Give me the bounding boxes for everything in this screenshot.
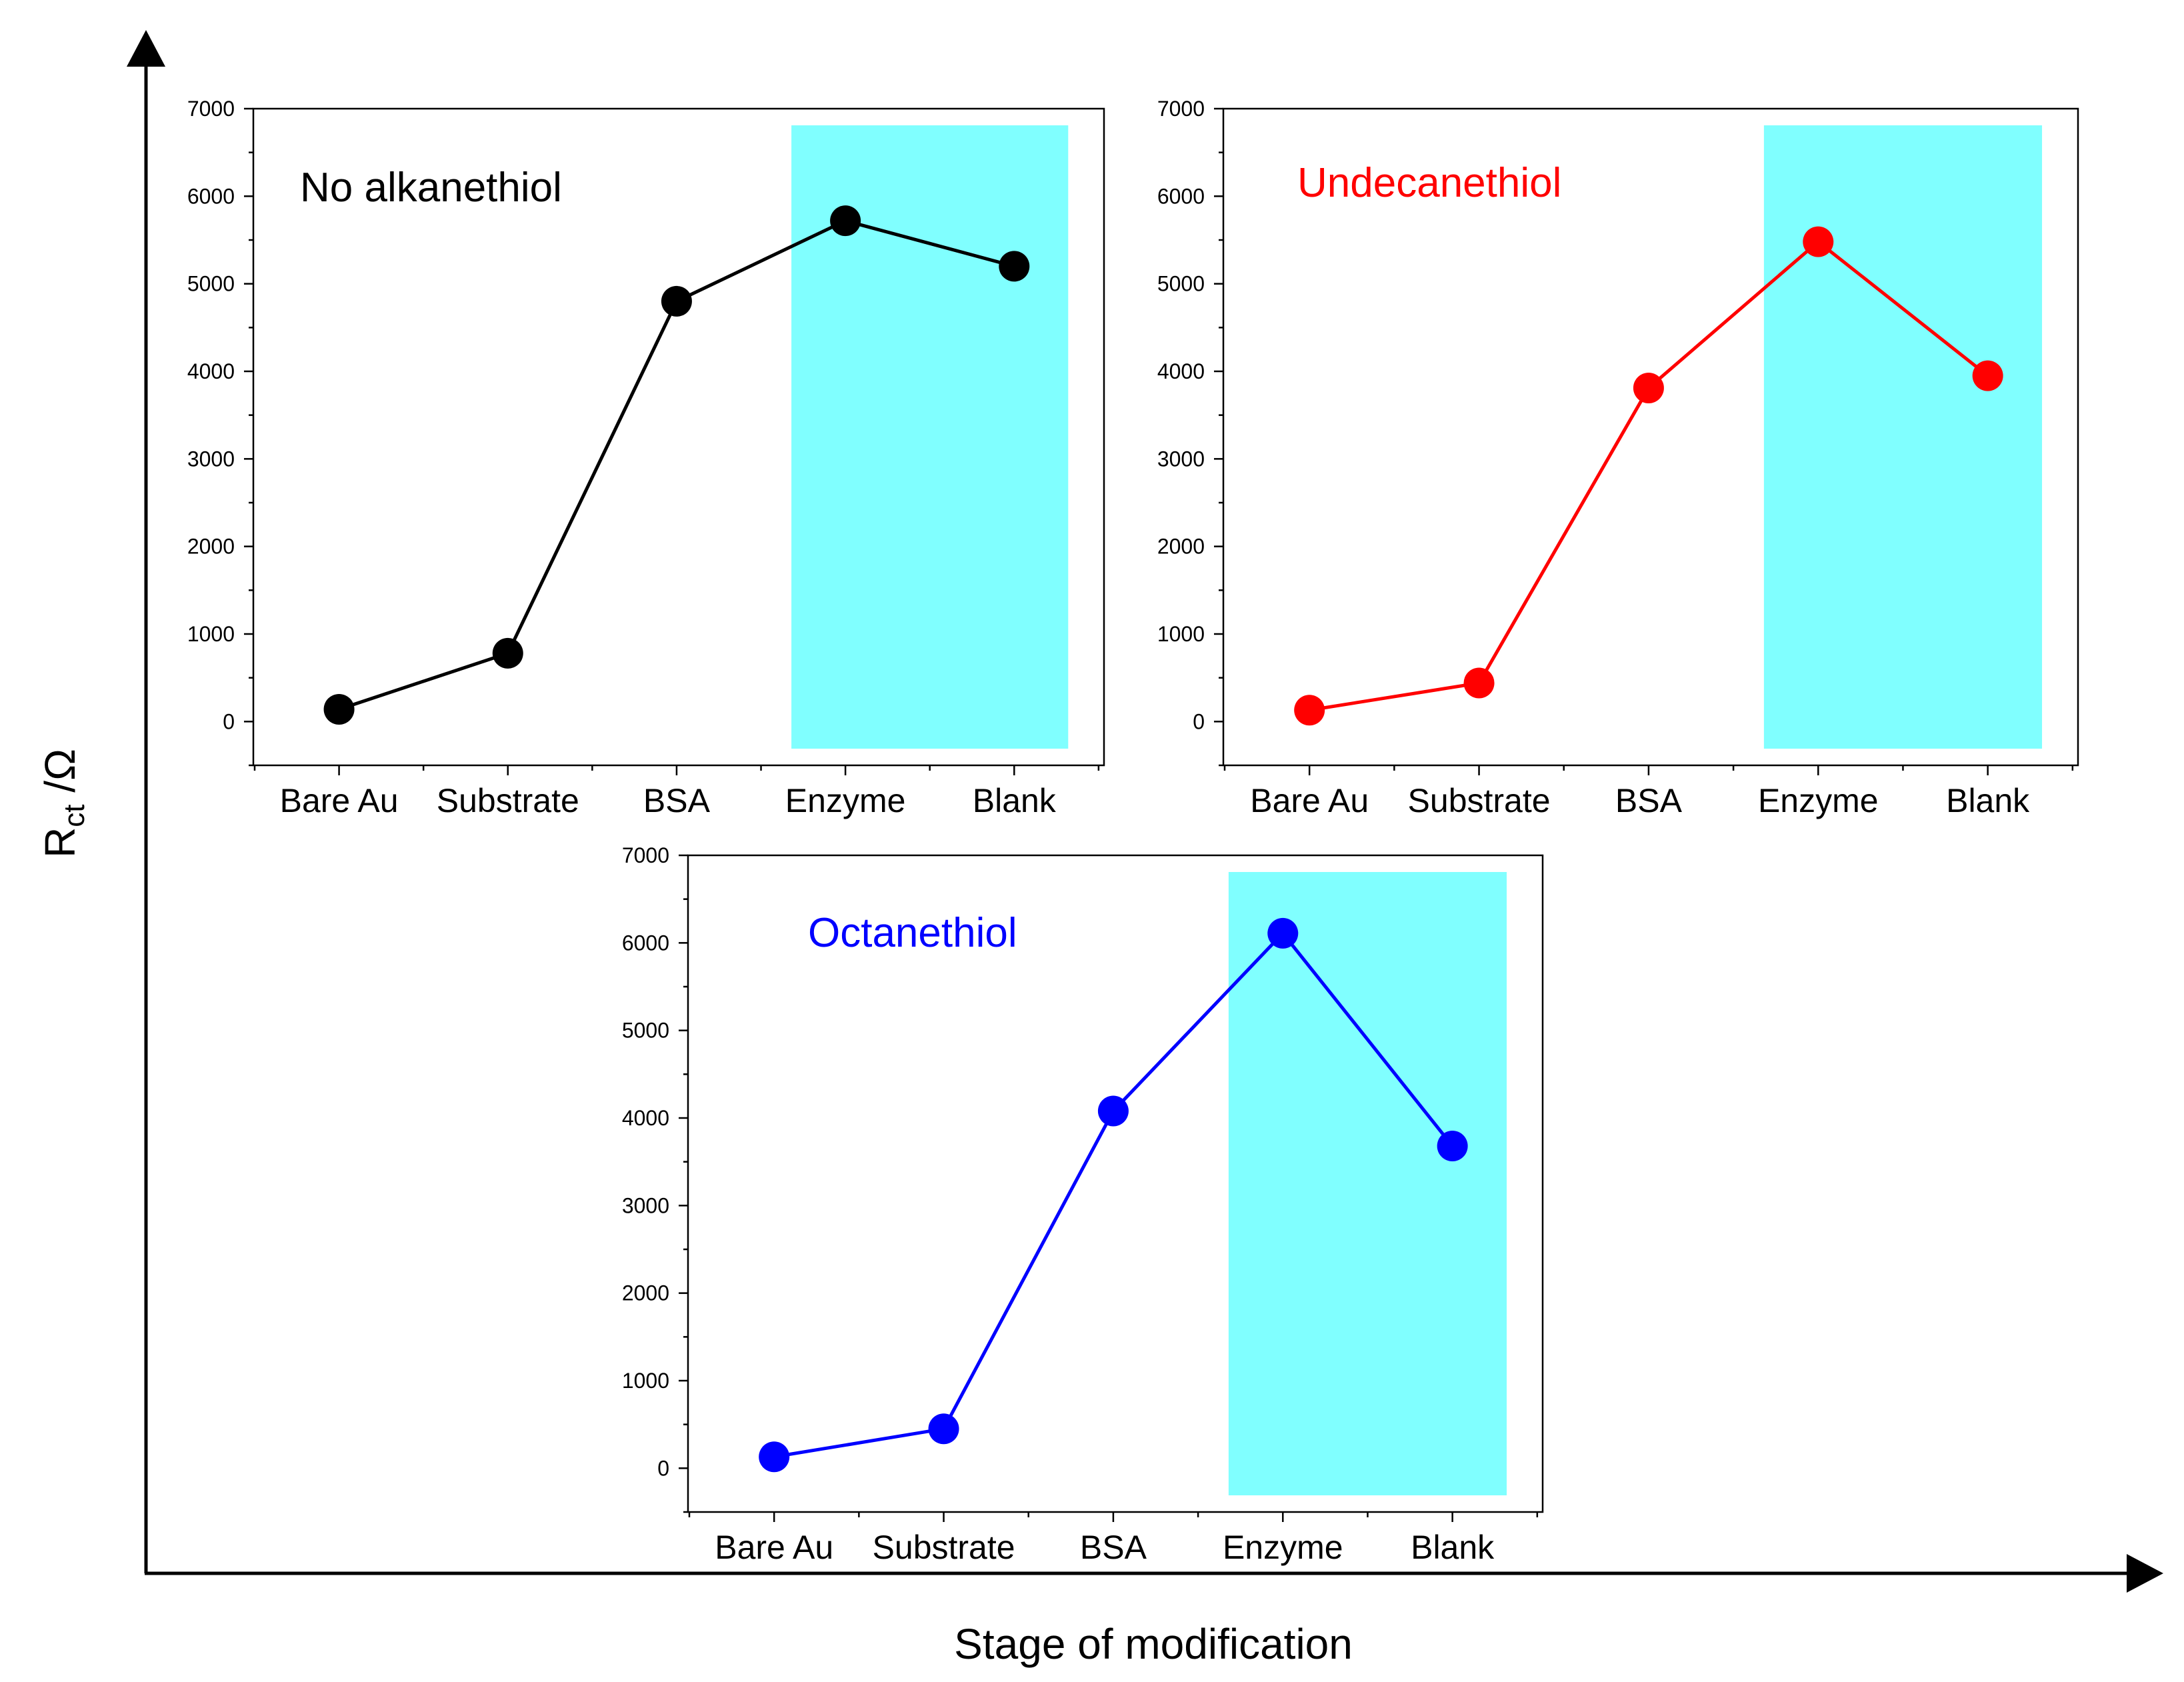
x-tick-label: BSA <box>1615 782 1683 819</box>
y-tick-label: 6000 <box>1157 184 1205 208</box>
y-tick-label: 0 <box>657 1456 669 1480</box>
y-tick-label: 3000 <box>187 447 235 471</box>
y-tick-label: 0 <box>223 709 235 733</box>
highlight-band <box>1763 125 2043 749</box>
x-axis-arrowhead <box>2127 1554 2163 1593</box>
x-tick-label: BSA <box>1080 1529 1147 1566</box>
y-tick-label: 1000 <box>1157 622 1205 646</box>
y-tick-label: 6000 <box>187 184 235 208</box>
plot-frame <box>1222 107 2079 767</box>
y-tick-label: 2000 <box>622 1281 669 1305</box>
data-point-bsa <box>661 285 692 317</box>
y-tick-label: 5000 <box>187 272 235 296</box>
x-tick-label: Substrate <box>437 782 579 819</box>
y-tick-label: 6000 <box>622 931 669 955</box>
y-tick-label: 7000 <box>1157 97 1205 121</box>
panel-title: Octanethiol <box>808 910 1017 956</box>
x-tick-label: Bare Au <box>1250 782 1369 819</box>
y-axis-label: Rct /Ω <box>36 749 91 858</box>
y-tick-label: 4000 <box>622 1106 669 1130</box>
x-tick-label: Blank <box>1946 782 2030 819</box>
y-tick-label: 1000 <box>622 1369 669 1393</box>
y-axis-arrowhead <box>127 30 165 67</box>
data-point-bsa <box>1097 1095 1129 1127</box>
data-point-substrate <box>492 637 523 669</box>
data-point-blank <box>999 251 1030 282</box>
x-axis-label: Stage of modification <box>954 1620 1353 1668</box>
x-tick-label: Enzyme <box>1758 782 1879 819</box>
y-tick-label: 0 <box>1193 709 1205 733</box>
x-tick-label: Substrate <box>1408 782 1551 819</box>
panel-undecanethiol: 0 1000 2000 3000 4000 5000 6000 7000 Bare Au Subs… <box>1157 97 2079 819</box>
x-tick-label: Substrate <box>873 1529 1015 1566</box>
x-tick-label: Blank <box>973 782 1057 819</box>
y-tick-label: 3000 <box>1157 447 1205 471</box>
plot-frame <box>252 107 1105 767</box>
y-tick-label: 4000 <box>187 359 235 383</box>
data-point-bare-au <box>759 1441 790 1473</box>
y-tick-label: 2000 <box>1157 535 1205 559</box>
panel-no-alkanethiol: 0 1000 2000 3000 4000 5000 6000 7000 Bare Au Subs… <box>187 97 1105 819</box>
data-point-bare-au <box>323 693 355 725</box>
panel-octanethiol: 0 1000 2000 3000 4000 5000 6000 7000 Bare Au Subs… <box>622 843 1544 1566</box>
y-tick-label: 5000 <box>622 1019 669 1043</box>
data-point-blank <box>1972 360 2003 391</box>
data-point-bsa <box>1633 372 1664 403</box>
x-tick-label: BSA <box>643 782 711 819</box>
data-point-bare-au <box>1294 695 1325 726</box>
y-tick-label: 7000 <box>622 843 669 867</box>
data-point-blank <box>1437 1131 1468 1162</box>
y-tick-label: 3000 <box>622 1193 669 1217</box>
x-tick-label: Enzyme <box>785 782 906 819</box>
data-point-enzyme <box>1803 226 1834 257</box>
y-tick-label: 2000 <box>187 535 235 559</box>
panel-title: Undecanethiol <box>1297 160 1561 206</box>
y-tick-label: 5000 <box>1157 272 1205 296</box>
panels-group: 0 1000 2000 3000 4000 5000 6000 7000 Bare Au Subs… <box>187 97 2079 1566</box>
y-tick-label: 4000 <box>1157 359 1205 383</box>
data-point-substrate <box>1463 667 1495 699</box>
x-tick-label: Blank <box>1411 1529 1495 1566</box>
data-point-enzyme <box>830 205 861 237</box>
highlight-band <box>1228 872 1507 1495</box>
data-point-substrate <box>928 1413 959 1445</box>
panel-title: No alkanethiol <box>300 165 562 211</box>
plot-frame <box>687 854 1544 1513</box>
x-tick-label: Bare Au <box>280 782 399 819</box>
x-tick-label: Bare Au <box>715 1529 833 1566</box>
y-tick-label: 1000 <box>187 622 235 646</box>
data-point-enzyme <box>1267 917 1299 949</box>
x-tick-label: Enzyme <box>1223 1529 1343 1566</box>
y-tick-label: 7000 <box>187 97 235 121</box>
